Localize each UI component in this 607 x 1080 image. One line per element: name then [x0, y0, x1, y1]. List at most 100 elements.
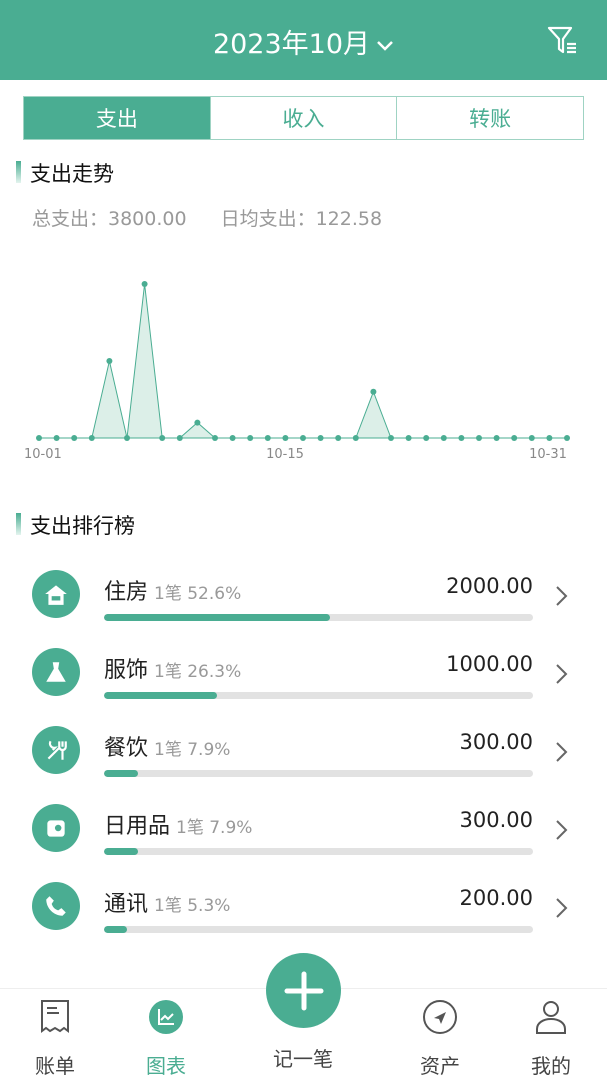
category-name-text: 餐饮 [104, 736, 149, 761]
data-point[interactable] [511, 435, 518, 441]
category-icon-circle [32, 648, 80, 696]
category-progress [104, 770, 533, 777]
data-point[interactable] [36, 435, 42, 441]
data-point[interactable] [88, 435, 95, 441]
category-progress-fill [104, 692, 217, 699]
data-point[interactable] [282, 435, 289, 441]
chevron-right-icon [556, 586, 568, 606]
category-amount: 300.00 [459, 730, 533, 754]
compass-icon [423, 1000, 457, 1034]
category-name: 通讯 1笔 5.3% [104, 886, 230, 918]
category-meta: 1笔 52.6% [154, 584, 242, 604]
data-point[interactable] [528, 435, 535, 441]
chart-icon [149, 1000, 183, 1034]
ranking-item[interactable]: 餐饮 1笔 7.9% 300.00 [0, 726, 607, 804]
data-point[interactable] [264, 435, 271, 441]
category-progress-fill [104, 614, 330, 621]
tab-expense[interactable]: 支出 [24, 97, 210, 139]
category-amount: 200.00 [459, 886, 533, 910]
month-selector[interactable]: 2023年10月 [0, 22, 607, 61]
data-point[interactable] [71, 435, 78, 441]
category-name-text: 住房 [104, 580, 149, 605]
utensils-icon [47, 740, 67, 760]
category-meta: 1笔 7.9% [176, 818, 253, 838]
type-tabs: 支出 收入 转账 [23, 96, 584, 140]
category-name: 服饰 1笔 26.3% [104, 652, 241, 684]
tissue-roll-icon [47, 820, 65, 837]
category-meta: 1笔 7.9% [154, 740, 231, 760]
add-record-button[interactable] [266, 953, 341, 1028]
data-point[interactable] [564, 435, 570, 441]
category-name-text: 日用品 [104, 814, 171, 839]
data-point[interactable] [493, 435, 500, 441]
nav-bill[interactable]: 账单 [5, 999, 105, 1079]
nav-mine-label: 我的 [531, 1054, 571, 1078]
data-point[interactable] [212, 435, 218, 441]
nav-add-label-wrap[interactable]: 记一笔 [253, 1043, 353, 1072]
data-point[interactable] [317, 435, 324, 441]
dress-icon [46, 662, 66, 682]
data-point[interactable] [300, 435, 306, 441]
daily-average: 日均支出：122.58 [220, 208, 383, 230]
x-tick-label: 10-15 [266, 447, 304, 462]
nav-chart-label: 图表 [146, 1054, 186, 1078]
category-progress [104, 614, 533, 621]
data-point[interactable] [423, 435, 430, 441]
data-point[interactable] [159, 435, 166, 441]
x-tick-label: 10-01 [24, 447, 62, 462]
data-point[interactable] [229, 435, 236, 441]
data-point[interactable] [335, 435, 342, 441]
tab-income[interactable]: 收入 [209, 97, 397, 139]
data-point[interactable] [53, 435, 60, 441]
ranking-item[interactable]: 服饰 1笔 26.3% 1000.00 [0, 648, 607, 726]
data-point[interactable] [106, 358, 113, 364]
data-point[interactable] [370, 388, 377, 395]
category-name-text: 服饰 [104, 658, 149, 683]
category-meta: 1笔 26.3% [154, 662, 242, 682]
category-progress-fill [104, 770, 138, 777]
total-expense: 总支出：3800.00 [32, 208, 187, 230]
ranking-section-title: 支出排行榜 [16, 510, 135, 540]
data-point[interactable] [546, 435, 553, 441]
x-tick-label: 10-31 [529, 447, 567, 462]
data-point[interactable] [124, 435, 130, 441]
chevron-right-icon [556, 820, 568, 840]
data-point[interactable] [388, 435, 394, 441]
data-point[interactable] [141, 281, 148, 287]
ranking-item[interactable]: 通讯 1笔 5.3% 200.00 [0, 882, 607, 960]
category-amount: 300.00 [459, 808, 533, 832]
data-point[interactable] [458, 435, 465, 441]
nav-mine[interactable]: 我的 [501, 999, 601, 1079]
category-icon-circle [32, 726, 80, 774]
tab-transfer[interactable]: 转账 [396, 97, 583, 139]
category-amount: 2000.00 [446, 574, 533, 598]
nav-assets[interactable]: 资产 [390, 999, 490, 1079]
category-amount: 1000.00 [446, 652, 533, 676]
data-point[interactable] [352, 435, 359, 441]
house-icon [45, 585, 67, 605]
category-name: 住房 1笔 52.6% [104, 574, 241, 606]
data-point[interactable] [476, 435, 482, 441]
category-icon-circle [32, 882, 80, 930]
category-icon-circle [32, 570, 80, 618]
filter-list-icon[interactable] [547, 26, 579, 56]
plus-icon [284, 971, 323, 1010]
category-name: 餐饮 1笔 7.9% [104, 730, 230, 762]
data-point[interactable] [247, 435, 254, 441]
chevron-right-icon [556, 898, 568, 918]
chevron-right-icon [556, 742, 568, 762]
user-icon [536, 1001, 566, 1034]
bottom-nav: 账单 图表 记一笔 资产 我的 [0, 988, 607, 1080]
ranking-item[interactable]: 日用品 1笔 7.9% 300.00 [0, 804, 607, 882]
chevron-down-icon [377, 40, 393, 51]
category-progress [104, 926, 533, 933]
data-point[interactable] [405, 435, 412, 441]
category-name-text: 通讯 [104, 892, 149, 917]
data-point[interactable] [440, 435, 447, 441]
receipt-icon [41, 1000, 69, 1033]
trend-stats: 总支出：3800.00 日均支出：122.58 [32, 204, 416, 231]
data-point[interactable] [176, 435, 183, 441]
data-point[interactable] [194, 419, 201, 426]
nav-chart[interactable]: 图表 [116, 999, 216, 1079]
ranking-item[interactable]: 住房 1笔 52.6% 2000.00 [0, 570, 607, 648]
